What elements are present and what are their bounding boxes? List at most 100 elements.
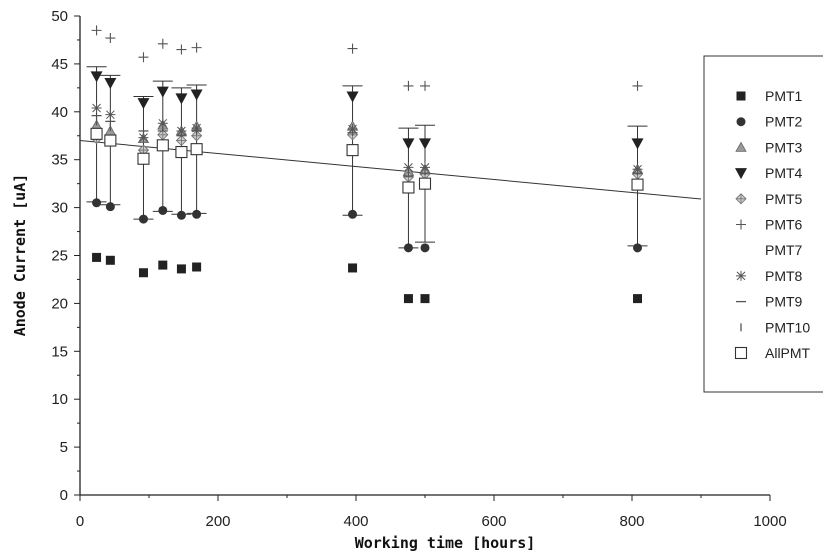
pmt6-point: [632, 80, 643, 91]
x-tick-label: 800: [619, 513, 644, 530]
legend-label-pmt1: PMT1: [765, 88, 803, 104]
pmt8-point: [403, 162, 414, 173]
pmt5-point: [157, 129, 169, 141]
x-tick-label: 600: [481, 513, 506, 530]
pmt6-point: [347, 43, 358, 54]
allpmt-point: [418, 177, 432, 190]
legend-label-pmt4: PMT4: [765, 165, 803, 181]
y-tick-label: 10: [51, 391, 68, 408]
pmt8-point: [105, 109, 116, 120]
y-tick-label: 40: [51, 104, 68, 121]
error-bars: [86, 66, 648, 249]
pmt6-point: [91, 25, 102, 36]
legend-label-pmt2: PMT2: [765, 114, 803, 130]
pmt6-point: [420, 80, 430, 91]
y-tick-label: 35: [51, 152, 68, 169]
pmt1-point: [92, 252, 102, 262]
pmt6-point: [138, 52, 149, 63]
legend-marker-pmt5: [735, 193, 747, 205]
pmt2-point: [420, 243, 430, 253]
legend-marker-pmt1: [736, 91, 746, 101]
pmt1-point: [633, 294, 643, 304]
legend-label-pmt9: PMT9: [765, 294, 803, 310]
allpmt-point: [90, 127, 103, 140]
y-tick-label: 20: [51, 295, 68, 312]
legend-marker-pmt8: [736, 270, 746, 281]
pmt2-point: [105, 202, 115, 212]
pmt2-point: [348, 209, 358, 219]
pmt6-point: [403, 80, 414, 91]
y-tick-label: 0: [60, 487, 68, 504]
pmt5-point: [190, 130, 203, 142]
pmt5-point: [175, 134, 188, 147]
data-points: [90, 25, 644, 304]
pmt2-point: [138, 214, 148, 224]
legend-marker-allpmt: [734, 346, 748, 360]
x-tick-label: 0: [76, 513, 84, 530]
legend-marker-pmt2: [736, 117, 746, 127]
pmt2-point: [92, 198, 102, 208]
x-tick-label: 400: [343, 513, 368, 530]
x-tick-label: 200: [205, 513, 230, 530]
pmt1-point: [105, 255, 115, 265]
pmt4-point: [346, 91, 359, 103]
y-tick-label: 30: [51, 200, 68, 217]
pmt4-point: [190, 89, 203, 101]
pmt1-point: [176, 264, 186, 274]
legend-marker-pmt6: [736, 219, 746, 230]
allpmt-point: [137, 152, 150, 165]
pmt1-point: [403, 294, 413, 304]
pmt6-point: [157, 38, 168, 49]
pmt1-point: [420, 294, 430, 304]
axes: 0 200 400 600 800 1000 0 5 10 15 20 25 30 35 40 45 50: [51, 8, 786, 530]
legend-label-pmt10: PMT10: [765, 319, 810, 335]
legend: PMT1 PMT2 PMT3 PMT4 PMT5 PMT6 PMT7 PMT8 PMT9 PMT1…: [703, 55, 823, 393]
allpmt-point: [156, 139, 169, 152]
pmt2-point: [192, 209, 202, 219]
legend-marker-pmt4: [735, 168, 747, 180]
legend-label-pmt3: PMT3: [765, 139, 803, 155]
pmt4-point: [631, 138, 644, 150]
pmt1-point: [192, 262, 202, 272]
pmt6-point: [191, 42, 202, 53]
pmt1-point: [348, 263, 358, 273]
allpmt-point: [631, 178, 644, 191]
y-tick-label: 15: [51, 343, 68, 360]
pmt4-point: [137, 98, 150, 110]
pmt1-point: [138, 268, 148, 278]
legend-label-pmt7: PMT7: [765, 242, 803, 258]
allpmt-point: [346, 144, 359, 157]
legend-label-pmt6: PMT6: [765, 217, 803, 233]
legend-label-allpmt: AllPMT: [765, 345, 811, 361]
fit-line-group: [79, 140, 702, 200]
pmt2-point: [176, 210, 186, 220]
pmt2-point: [158, 205, 168, 215]
allpmt-point: [402, 181, 415, 194]
y-axis-title: Anode Current [uA]: [11, 174, 29, 337]
pmt4-point: [175, 93, 188, 105]
pmt4-point: [419, 138, 431, 150]
pmt8-point: [91, 102, 102, 113]
legend-label-pmt8: PMT8: [765, 268, 803, 284]
pmt1-point: [158, 260, 168, 270]
x-tick-label: 1000: [753, 513, 786, 530]
pmt2-point: [633, 243, 643, 253]
pmt2-point: [403, 243, 413, 253]
pmt4-point: [402, 138, 415, 150]
legend-box: [703, 55, 823, 393]
y-tick-label: 25: [51, 248, 68, 265]
y-tick-label: 45: [51, 56, 68, 73]
x-axis-title: Working time [hours]: [355, 534, 536, 552]
allpmt-point: [104, 134, 117, 147]
pmt6-point: [105, 33, 116, 44]
allpmt-point: [190, 143, 203, 156]
pmt6-point: [176, 44, 187, 55]
allpmt-point: [175, 145, 188, 159]
legend-label-pmt5: PMT5: [765, 191, 803, 207]
pmt4-point: [156, 86, 169, 98]
y-tick-label: 50: [51, 8, 68, 25]
y-tick-label: 5: [60, 439, 68, 456]
pmt4-point: [90, 71, 103, 83]
fit-line: [79, 140, 702, 200]
